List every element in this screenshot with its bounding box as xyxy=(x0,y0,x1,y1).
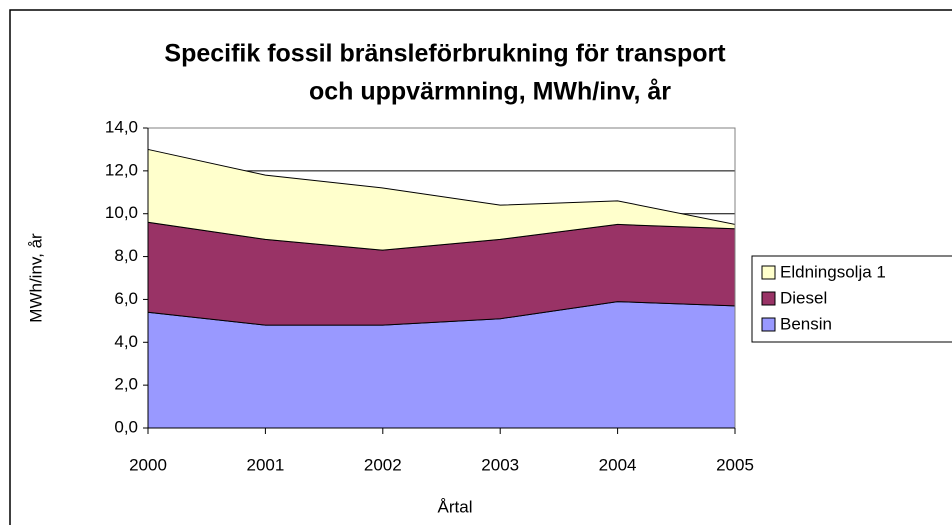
x-tick-label: 2005 xyxy=(716,455,754,474)
y-tick-label: 2,0 xyxy=(114,375,138,394)
legend-label: Bensin xyxy=(780,314,832,333)
legend xyxy=(751,255,952,343)
x-tick-label: 2000 xyxy=(129,455,167,474)
x-tick-label: 2002 xyxy=(364,455,402,474)
y-tick-label: 6,0 xyxy=(114,289,138,308)
chart-title: Specifik fossil bränsleförbrukning för t… xyxy=(164,40,726,68)
y-tick-label: 12,0 xyxy=(105,160,138,179)
legend-swatch xyxy=(761,265,776,280)
chart-title: och uppvärmning, MWh/inv, år xyxy=(309,78,671,106)
y-tick-label: 14,0 xyxy=(105,117,138,136)
x-tick-label: 2003 xyxy=(481,455,519,474)
legend-swatch xyxy=(761,317,776,332)
legend-label: Eldningsolja 1 xyxy=(780,262,886,281)
y-tick-label: 10,0 xyxy=(105,203,138,222)
x-tick-label: 2001 xyxy=(246,455,284,474)
x-tick-label: 2004 xyxy=(599,455,637,474)
y-tick-label: 8,0 xyxy=(114,246,138,265)
legend-swatch xyxy=(761,291,776,306)
y-tick-label: 0,0 xyxy=(114,417,138,436)
x-axis-label: Årtal xyxy=(438,497,473,516)
y-axis-label: MWh/inv, år xyxy=(26,233,45,323)
y-tick-label: 4,0 xyxy=(114,332,138,351)
legend-label: Diesel xyxy=(780,288,827,307)
